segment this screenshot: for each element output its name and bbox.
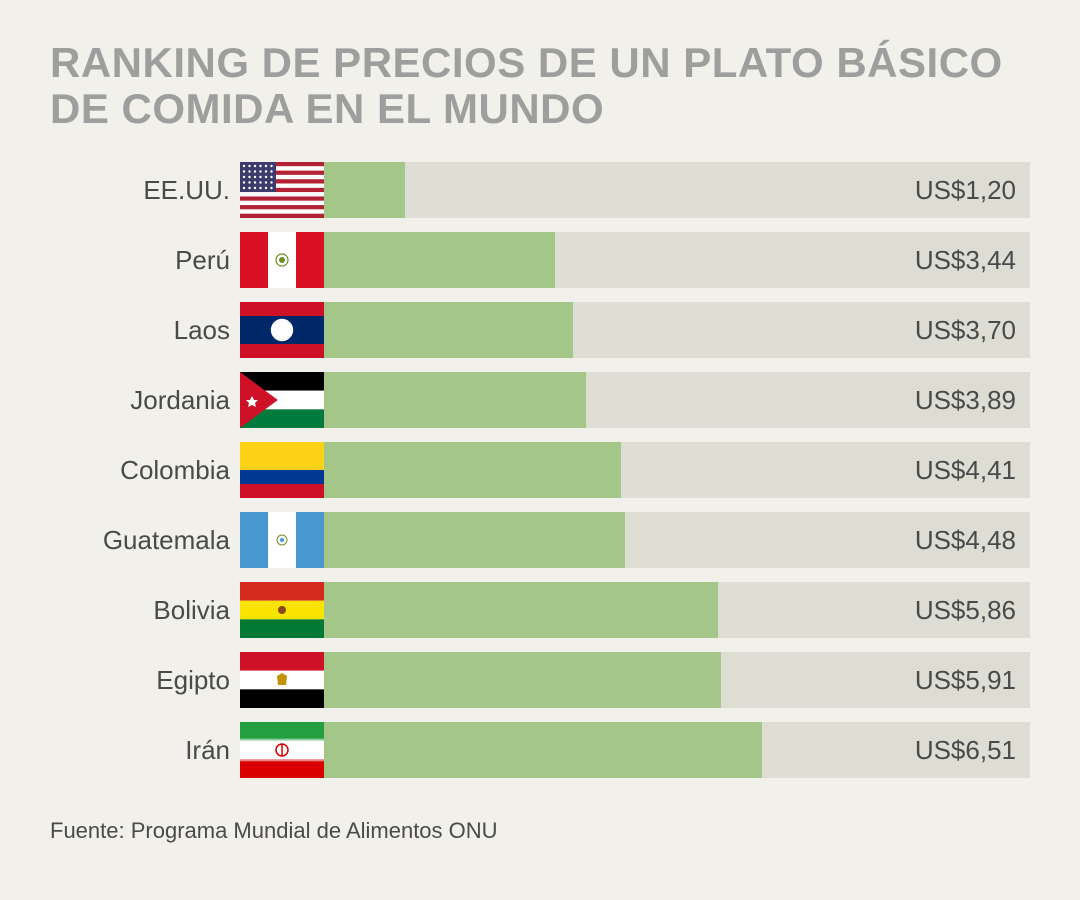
value-label: US$3,44 [915,245,1016,276]
source-text: Fuente: Programa Mundial de Alimentos ON… [50,818,1030,844]
chart-title: RANKING DE PRECIOS DE UN PLATO BÁSICO DE… [50,40,1030,132]
bar-row: EE.UU. US$1,20 [50,162,1030,218]
bar-fill [324,442,621,498]
bar-track: US$3,89 [324,372,1030,428]
bar-fill [324,722,762,778]
bar-track: US$5,91 [324,652,1030,708]
value-label: US$3,70 [915,315,1016,346]
country-label: Irán [50,735,240,766]
bar-track: US$5,86 [324,582,1030,638]
country-label: Colombia [50,455,240,486]
flag-icon [240,652,324,708]
country-label: Jordania [50,385,240,416]
value-label: US$6,51 [915,735,1016,766]
bar-row: Guatemala US$4,48 [50,512,1030,568]
bar-track: US$6,51 [324,722,1030,778]
country-label: EE.UU. [50,175,240,206]
bar-fill [324,652,721,708]
bar-track: US$4,41 [324,442,1030,498]
flag-icon [240,232,324,288]
bar-fill [324,512,625,568]
bar-track: US$4,48 [324,512,1030,568]
value-label: US$4,41 [915,455,1016,486]
bar-track: US$3,44 [324,232,1030,288]
bar-track: US$1,20 [324,162,1030,218]
bar-track: US$3,70 [324,302,1030,358]
bar-fill [324,582,718,638]
flag-icon [240,372,324,428]
country-label: Perú [50,245,240,276]
bar-row: Irán US$6,51 [50,722,1030,778]
flag-icon [240,512,324,568]
value-label: US$4,48 [915,525,1016,556]
bar-row: Egipto US$5,91 [50,652,1030,708]
flag-icon [240,442,324,498]
country-label: Laos [50,315,240,346]
bar-fill [324,302,573,358]
flag-icon [240,162,324,218]
flag-icon [240,582,324,638]
bar-chart: EE.UU. US$1,20 Perú US$3,44 Laos US$3,70… [50,162,1030,778]
value-label: US$5,86 [915,595,1016,626]
country-label: Egipto [50,665,240,696]
value-label: US$1,20 [915,175,1016,206]
bar-row: Perú US$3,44 [50,232,1030,288]
bar-row: Colombia US$4,41 [50,442,1030,498]
country-label: Bolivia [50,595,240,626]
country-label: Guatemala [50,525,240,556]
bar-row: Jordania US$3,89 [50,372,1030,428]
value-label: US$3,89 [915,385,1016,416]
bar-row: Bolivia US$5,86 [50,582,1030,638]
bar-fill [324,232,555,288]
flag-icon [240,722,324,778]
bar-fill [324,162,405,218]
flag-icon [240,302,324,358]
bar-fill [324,372,586,428]
bar-row: Laos US$3,70 [50,302,1030,358]
value-label: US$5,91 [915,665,1016,696]
